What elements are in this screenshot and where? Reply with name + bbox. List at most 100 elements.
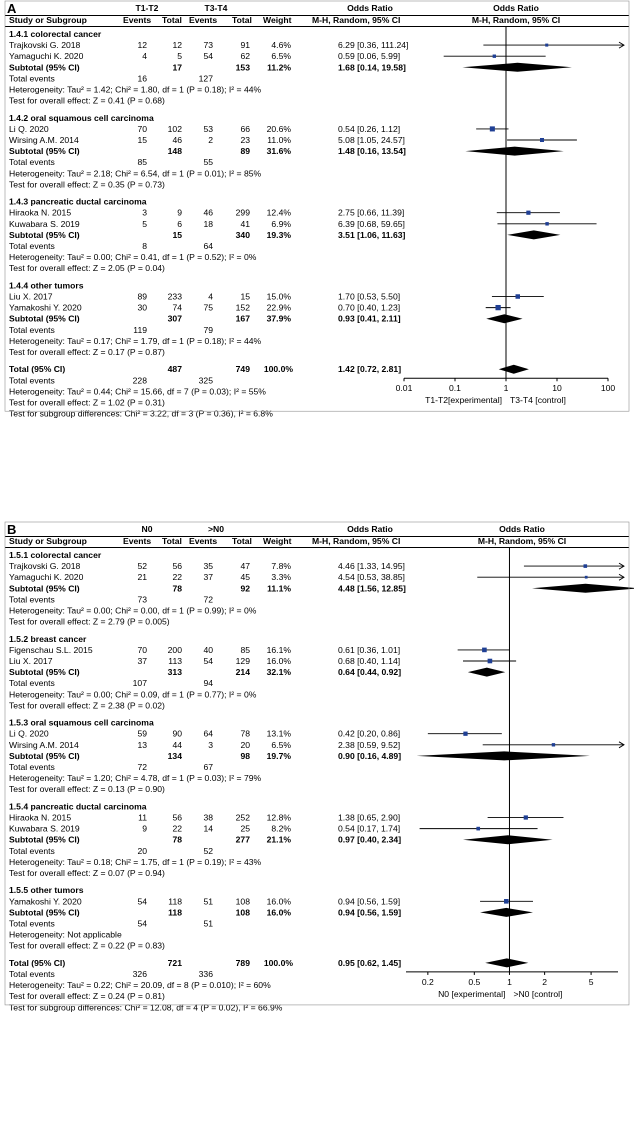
subtotal-diamond xyxy=(467,667,506,677)
axis-label-right: >N0 [control] xyxy=(513,989,562,999)
overall-effect-text: Test for overall effect: Z = 2.38 (P = 0… xyxy=(9,700,165,710)
subtotal-weight: 16.0% xyxy=(267,907,292,917)
subtotal-diamond xyxy=(507,230,561,240)
study-events-1: 70 xyxy=(137,124,147,134)
total-events-2: 72 xyxy=(203,594,213,604)
study-events-1: 3 xyxy=(142,208,147,218)
axis-label-left: N0 [experimental] xyxy=(438,989,505,999)
study-or-ci: 0.94 [0.56, 1.59] xyxy=(338,896,400,906)
study-events-2: 54 xyxy=(203,656,213,666)
subtotal-total-2: 214 xyxy=(236,667,251,677)
study-events-2: 64 xyxy=(203,729,213,739)
subgroup-title: 1.4.1 colorectal cancer xyxy=(9,29,102,39)
overall-total-events-label: Total events xyxy=(9,969,55,979)
study-header: Study or Subgroup xyxy=(9,536,87,546)
subtotal-label: Subtotal (95% CI) xyxy=(9,314,80,324)
study-events-2: 75 xyxy=(203,303,213,313)
study-total-1: 9 xyxy=(177,208,182,218)
subgroup-title: 1.4.2 oral squamous cell carcinoma xyxy=(9,113,154,123)
total-events-1: 119 xyxy=(133,325,147,335)
total-events-2: 51 xyxy=(203,919,213,929)
panel-top-rule xyxy=(5,536,629,537)
study-events-1: 15 xyxy=(137,135,147,145)
heterogeneity-text: Heterogeneity: Tau² = 1.42; Chi² = 1.80,… xyxy=(9,85,262,95)
total-events-label: Total events xyxy=(9,325,55,335)
footer-line: Test for subgroup differences: Chi² = 3.… xyxy=(9,409,273,419)
study-total-1: 22 xyxy=(172,824,182,834)
heterogeneity-text: Heterogeneity: Tau² = 0.17; Chi² = 1.79,… xyxy=(9,336,262,346)
subtotal-label: Subtotal (95% CI) xyxy=(9,751,80,761)
subtotal-or-ci: 0.93 [0.41, 2.11] xyxy=(338,314,401,324)
study-or-ci: 4.46 [1.33, 14.95] xyxy=(338,561,405,571)
study-name: Wirsing A.M. 2014 xyxy=(9,135,79,145)
subtotal-or-ci: 1.48 [0.16, 13.54] xyxy=(338,146,406,156)
study-marker xyxy=(489,126,495,132)
total-events-label: Total events xyxy=(9,157,55,167)
total-events-label: Total events xyxy=(9,846,55,856)
overall-total-events-1: 326 xyxy=(133,969,148,979)
study-events-1: 13 xyxy=(137,740,147,750)
study-events-1: 11 xyxy=(138,813,147,823)
overall-total-label: Total (95% CI) xyxy=(9,958,65,968)
study-marker xyxy=(551,743,556,747)
subtotal-total-1: 313 xyxy=(168,667,183,677)
study-name: Liu X. 2017 xyxy=(9,656,53,666)
study-name: Liu X. 2017 xyxy=(9,292,53,302)
study-name: Yamakoshi Y. 2020 xyxy=(9,303,82,313)
study-events-2: 46 xyxy=(203,208,213,218)
study-total-1: 22 xyxy=(172,572,182,582)
subtotal-label: Subtotal (95% CI) xyxy=(9,230,80,240)
footer-line: Test for overall effect: Z = 1.02 (P = 0… xyxy=(9,398,165,408)
study-events-1: 12 xyxy=(137,40,147,50)
study-events-2: 37 xyxy=(203,572,213,582)
overall-diamond xyxy=(498,364,529,374)
study-or-ci: 0.54 [0.17, 1.74] xyxy=(338,824,400,834)
study-weight: 20.6% xyxy=(267,124,292,134)
total-events-label: Total events xyxy=(9,919,55,929)
events-header-1: Events xyxy=(123,15,151,25)
subgroup-title: 1.4.4 other tumors xyxy=(9,280,84,290)
footer-line: Heterogeneity: Tau² = 0.44; Chi² = 15.66… xyxy=(9,386,266,396)
overall-effect-text: Test for overall effect: Z = 0.41 (P = 0… xyxy=(9,96,165,106)
footer-line: Heterogeneity: Tau² = 0.22; Chi² = 20.09… xyxy=(9,980,271,990)
overall-effect-text: Test for overall effect: Z = 2.05 (P = 0… xyxy=(9,263,165,273)
or-title-header-left: Odds Ratio xyxy=(347,3,393,13)
total-events-label: Total events xyxy=(9,73,55,83)
study-events-1: 37 xyxy=(137,656,147,666)
study-events-1: 52 xyxy=(137,561,147,571)
study-weight: 6.5% xyxy=(271,740,291,750)
total-events-2: 67 xyxy=(203,762,213,772)
study-total-2: 299 xyxy=(236,208,251,218)
subgroup-title: 1.5.4 pancreatic ductal carcinoma xyxy=(9,801,147,811)
overall-total-1: 721 xyxy=(168,958,183,968)
overall-total-2: 749 xyxy=(236,364,251,374)
study-events-2: 4 xyxy=(208,292,213,302)
study-total-1: 74 xyxy=(172,303,182,313)
study-events-2: 14 xyxy=(203,824,213,834)
subgroup-title: 1.5.2 breast cancer xyxy=(9,634,87,644)
group2-header: T3-T4 xyxy=(205,3,228,13)
subtotal-or-ci: 0.97 [0.40, 2.34] xyxy=(338,835,401,845)
study-or-ci: 0.54 [0.26, 1.12] xyxy=(338,124,400,134)
x-tick-label: 0.2 xyxy=(422,977,434,987)
study-name: Li Q. 2020 xyxy=(9,124,49,134)
subtotal-weight: 21.1% xyxy=(267,835,292,845)
study-events-1: 70 xyxy=(137,645,147,655)
total-events-1: 73 xyxy=(137,594,147,604)
overall-total-events-2: 325 xyxy=(199,375,214,385)
study-or-ci: 0.59 [0.06, 5.99] xyxy=(338,51,400,61)
study-total-1: 118 xyxy=(168,896,182,906)
total-events-2: 94 xyxy=(203,678,213,688)
header-bottom-rule xyxy=(5,547,629,548)
study-name: Li Q. 2020 xyxy=(9,729,49,739)
total-events-label: Total events xyxy=(9,678,55,688)
overall-weight: 100.0% xyxy=(264,958,294,968)
or-method-header-right: M-H, Random, 95% CI xyxy=(478,536,566,546)
subtotal-total-2: 92 xyxy=(240,583,250,593)
study-marker xyxy=(492,54,496,58)
study-events-1: 89 xyxy=(137,292,147,302)
x-tick-label: 100 xyxy=(601,383,616,393)
subtotal-or-ci: 0.94 [0.56, 1.59] xyxy=(338,907,401,917)
study-total-2: 108 xyxy=(236,896,251,906)
subtotal-total-1: 15 xyxy=(172,230,182,240)
